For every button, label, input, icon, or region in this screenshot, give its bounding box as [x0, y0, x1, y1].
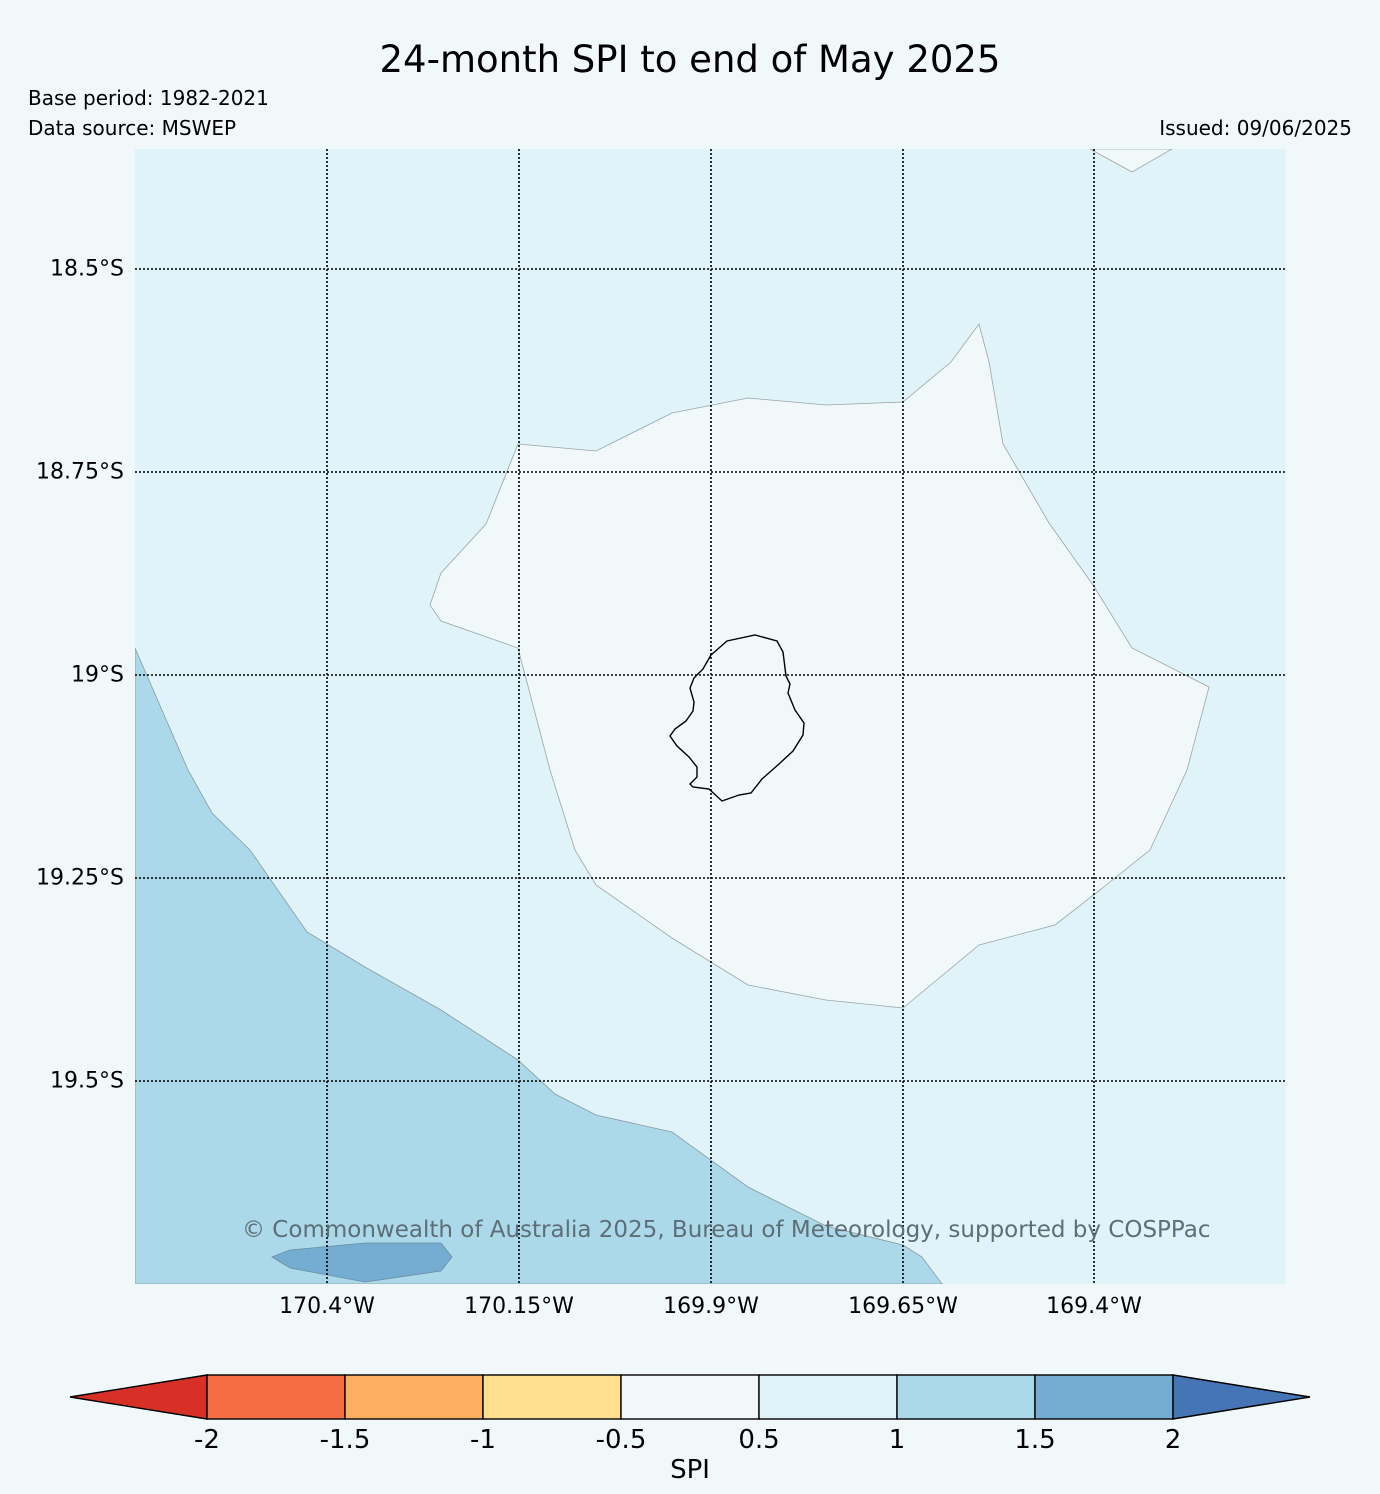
- colorbar-segment: [344, 1374, 484, 1420]
- lat-label: 19.5°S: [50, 1068, 124, 1094]
- colorbar-segment: [482, 1374, 622, 1420]
- lat-label: 18.5°S: [50, 256, 124, 282]
- base-period-label: Base period: 1982-2021: [28, 86, 269, 110]
- colorbar-segment: [896, 1374, 1036, 1420]
- copyright-notice: © Commonwealth of Australia 2025, Bureau…: [242, 1217, 1211, 1243]
- lat-label: 19°S: [71, 662, 124, 688]
- colorbar-tick-label: -1: [470, 1425, 496, 1455]
- colorbar-tick-label: 1.5: [1014, 1425, 1056, 1455]
- island-outline: [669, 634, 805, 802]
- lon-label: 169.9°W: [663, 1294, 759, 1319]
- colorbar-title: SPI: [670, 1455, 710, 1485]
- colorbar-segment-below--2: [69, 1374, 208, 1420]
- colorbar-segment: [758, 1374, 898, 1420]
- colorbar-segment: [206, 1374, 346, 1420]
- spi-band-1.5-2: [271, 1242, 453, 1283]
- spi-band-near-normal-top: [1089, 149, 1173, 173]
- data-source-label: Data source: MSWEP: [28, 116, 237, 140]
- spi-band-1-1.5: [135, 647, 943, 1284]
- colorbar-tick-label: 1: [888, 1425, 906, 1455]
- colorbar-segment-above-2: [1172, 1374, 1311, 1420]
- graticule: [135, 149, 1285, 1284]
- issued-date-label: Issued: 09/06/2025: [1159, 116, 1352, 140]
- map-title: 24-month SPI to end of May 2025: [379, 38, 1001, 81]
- colorbar-segment: [620, 1374, 760, 1420]
- spi-band-near-normal: [429, 323, 1210, 1009]
- lat-label: 18.75°S: [36, 459, 124, 485]
- lon-label: 169.65°W: [848, 1294, 958, 1319]
- colorbar-tick-label: -2: [194, 1425, 220, 1455]
- colorbar: [69, 1374, 1311, 1420]
- colorbar-tick-label: -1.5: [319, 1425, 371, 1455]
- lat-label: 19.25°S: [36, 865, 124, 891]
- lon-label: 169.4°W: [1046, 1294, 1142, 1319]
- colorbar-tick-label: 0.5: [738, 1425, 780, 1455]
- colorbar-tick-label: 2: [1164, 1425, 1182, 1455]
- colorbar-segment: [1034, 1374, 1174, 1420]
- colorbar-tick-label: -0.5: [595, 1425, 647, 1455]
- spi-map: [135, 149, 1285, 1284]
- lon-label: 170.4°W: [279, 1294, 375, 1319]
- lon-label: 170.15°W: [464, 1294, 574, 1319]
